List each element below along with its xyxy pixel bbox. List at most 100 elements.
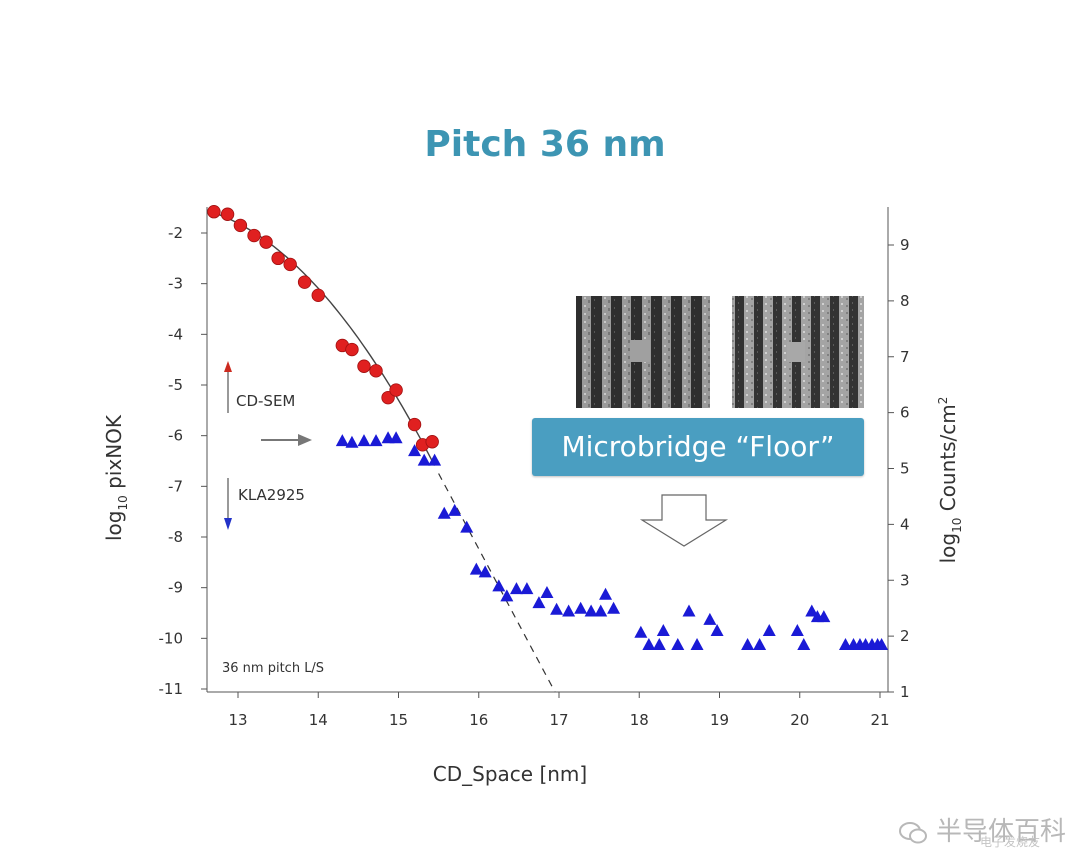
right-y-tick-label: 3 — [900, 571, 910, 589]
right-y-tick-label: 7 — [900, 348, 910, 366]
left-y-tick-label: -6 — [168, 427, 183, 445]
right-y-tick-label: 6 — [900, 404, 910, 422]
kla2925-point — [357, 434, 371, 447]
x-tick-label: 17 — [549, 711, 568, 729]
cd-sem-point — [389, 383, 403, 397]
kla2925-point — [642, 638, 656, 651]
fit-extrapolation-dashed — [438, 473, 556, 693]
left-y-axis-ticks: -2 -3 -4 -5 -6 -7 -8 -9 -10 -11 — [159, 224, 207, 698]
right-y-tick-label: 9 — [900, 236, 910, 254]
cd-sem-point — [357, 359, 371, 373]
kla2925-point — [369, 434, 383, 447]
cd-sem-point — [233, 218, 248, 233]
cd-sem-point — [283, 257, 297, 272]
kla2925-point — [634, 625, 648, 638]
left-y-axis-title: log10 pixNOK — [102, 414, 130, 541]
kla2925-point — [532, 596, 546, 609]
kla2925-label: KLA2925 — [238, 486, 305, 504]
kla2925-point — [540, 586, 554, 599]
x-tick-label: 20 — [790, 711, 809, 729]
kla2925-point — [656, 624, 670, 637]
left-y-tick-label: -5 — [168, 376, 183, 394]
kla2925-point — [690, 638, 704, 651]
cd-sem-point — [425, 435, 439, 449]
kla2925-point — [607, 601, 621, 614]
left-y-tick-label: -11 — [159, 680, 184, 698]
sem-bridge-left — [630, 340, 650, 362]
x-tick-label: 16 — [469, 711, 488, 729]
cd-sem-point — [311, 288, 325, 303]
kla2925-point — [599, 587, 613, 600]
left-y-tick-label: -10 — [159, 629, 184, 647]
kla2925-point — [509, 582, 523, 595]
x-tick-label: 18 — [630, 711, 649, 729]
kla2925-point — [710, 624, 724, 637]
left-y-tick-label: -3 — [168, 275, 183, 293]
kla2925-point — [790, 624, 804, 637]
cd-sem-point — [271, 251, 285, 266]
cd-sem-point — [247, 228, 261, 243]
cd-sem-point — [407, 417, 422, 432]
chart-title: Pitch 36 nm — [424, 124, 666, 165]
corner-note: 36 nm pitch L/S — [222, 661, 324, 676]
x-tick-label: 21 — [870, 711, 889, 729]
kla2925-point — [469, 562, 483, 575]
x-axis-title: CD_Space [nm] — [433, 762, 587, 786]
cd-sem-point — [207, 205, 221, 219]
kla2925-point — [417, 453, 431, 466]
cd-sem-label: CD-SEM — [236, 392, 295, 410]
hollow-down-arrow — [639, 494, 729, 547]
watermark: 半导体百科 电子发烧友 — [898, 811, 1066, 849]
kla2925-point — [671, 638, 685, 651]
kla2925-point — [703, 612, 717, 625]
kla2925-point — [460, 520, 474, 533]
cd-sem-point — [220, 207, 235, 221]
kla2925-point — [753, 638, 767, 651]
kla2925-point — [335, 434, 349, 447]
x-tick-label: 19 — [710, 711, 729, 729]
right-y-tick-label: 2 — [900, 627, 910, 645]
kla2925-point — [652, 638, 666, 651]
kla2925-point — [584, 604, 598, 617]
x-tick-label: 13 — [228, 711, 247, 729]
fit-curve — [213, 212, 436, 466]
kla2925-point — [550, 602, 564, 615]
kla2925-point — [500, 589, 514, 602]
kla2925-point — [389, 431, 403, 444]
left-y-tick-label: -9 — [168, 579, 183, 597]
kla2925-point — [448, 503, 462, 516]
kla2925-point — [428, 453, 442, 466]
x-tick-label: 15 — [389, 711, 408, 729]
pointer-arrowhead — [298, 434, 312, 446]
kla2925-point — [682, 604, 696, 617]
kla2925-point — [762, 624, 776, 637]
sem-bridge-right — [787, 342, 805, 362]
kla2925-point — [817, 610, 831, 623]
left-y-tick-label: -4 — [168, 325, 183, 343]
cd-sem-point — [345, 342, 359, 357]
right-y-axis-ticks: 9 8 7 6 5 4 3 2 1 — [888, 236, 910, 701]
kla2925-point — [574, 601, 588, 614]
right-y-tick-label: 1 — [900, 683, 910, 701]
right-y-tick-label: 5 — [900, 460, 910, 478]
kla2925-point — [520, 582, 534, 595]
kla2925-point — [478, 565, 492, 578]
watermark-sub-text: 电子发烧友 — [979, 835, 1040, 849]
left-y-tick-label: -2 — [168, 224, 183, 242]
kla-down-arrowhead — [224, 518, 232, 530]
left-y-tick-label: -7 — [168, 477, 183, 495]
right-y-tick-label: 8 — [900, 292, 910, 310]
watermark-main-text: 半导体百科 — [935, 817, 1066, 847]
cd-sem-point — [259, 235, 273, 249]
right-y-tick-label: 4 — [900, 515, 910, 533]
kla2925-point — [594, 604, 608, 617]
kla2925-point — [797, 638, 811, 651]
kla2925-point — [805, 604, 819, 617]
data-markers — [207, 205, 889, 651]
wechat-icon — [898, 821, 927, 843]
kla2925-point — [492, 579, 506, 592]
microbridge-floor-banner: Microbridge “Floor” — [532, 418, 864, 476]
cd-sem-point — [369, 364, 383, 378]
kla2925-point — [741, 638, 755, 651]
